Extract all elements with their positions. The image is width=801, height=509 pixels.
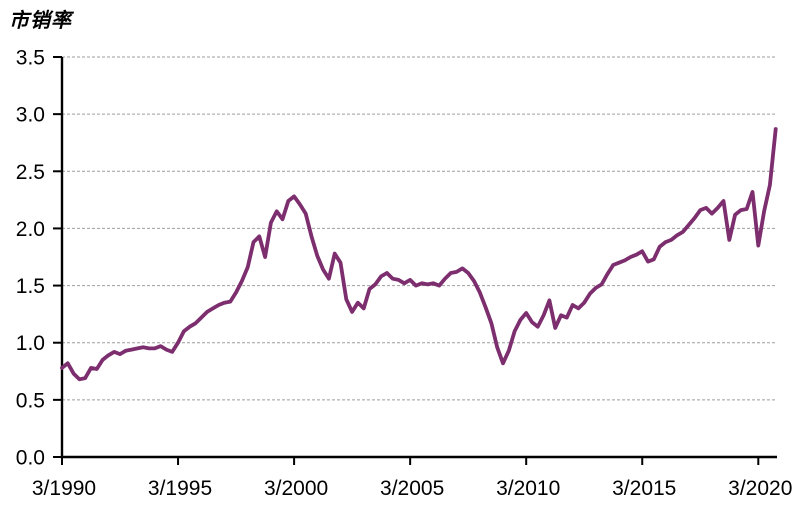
y-tick-label: 2.5 <box>16 161 45 184</box>
x-tick-label: 3/2000 <box>264 477 328 500</box>
x-tick-label: 3/2010 <box>496 477 560 500</box>
x-tick-label: 3/2015 <box>612 477 676 500</box>
y-tick-label: 3.0 <box>16 104 45 127</box>
y-tick-label: 1.0 <box>16 332 45 355</box>
y-tick-label: 2.0 <box>16 218 45 241</box>
x-tick-label: 3/1995 <box>148 477 212 500</box>
x-tick-label: 3/2005 <box>380 477 444 500</box>
y-tick-label: 0.5 <box>16 389 45 412</box>
series-line-ps-ratio <box>60 127 778 382</box>
y-tick-label: 0.0 <box>16 447 45 470</box>
x-tick-label: 3/2020 <box>728 477 792 500</box>
y-tick-label: 1.5 <box>16 275 45 298</box>
x-tick-label: 3/1990 <box>32 477 96 500</box>
chart-title: 市销率 <box>9 10 72 32</box>
y-tick-label: 3.5 <box>16 47 45 70</box>
